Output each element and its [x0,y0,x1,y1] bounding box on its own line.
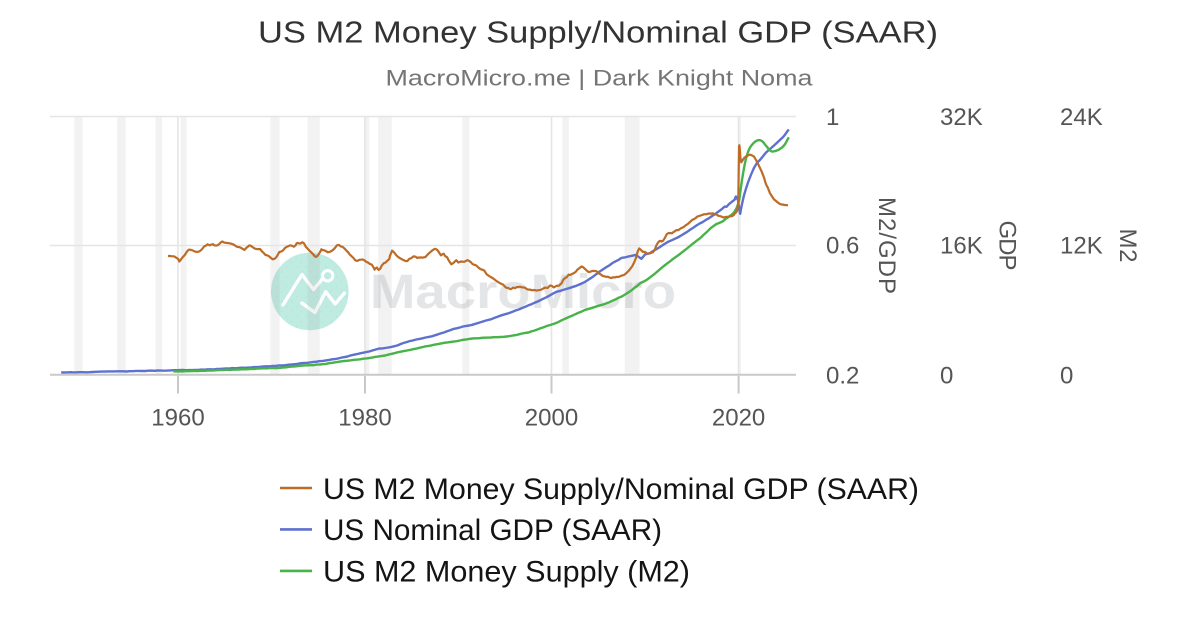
svg-text:0: 0 [940,363,953,390]
svg-text:GDP: GDP [994,221,1021,271]
svg-text:M2: M2 [1114,229,1141,263]
svg-text:16K: 16K [940,233,983,260]
svg-text:1: 1 [826,104,839,131]
svg-text:M2/GDP: M2/GDP [873,197,900,294]
svg-text:0.6: 0.6 [826,233,859,260]
svg-text:1980: 1980 [338,405,391,432]
svg-text:12K: 12K [1060,233,1103,260]
svg-text:32K: 32K [940,104,983,131]
svg-text:24K: 24K [1060,104,1103,131]
svg-text:MacroMicro.me | Dark Knight No: MacroMicro.me | Dark Knight Noma [386,66,814,91]
svg-text:US M2 Money Supply (M2): US M2 Money Supply (M2) [323,556,690,589]
svg-text:0: 0 [1060,363,1073,390]
svg-text:US M2 Money Supply/Nominal GDP: US M2 Money Supply/Nominal GDP (SAAR) [323,473,919,506]
svg-text:US Nominal GDP (SAAR): US Nominal GDP (SAAR) [323,514,662,547]
svg-text:1960: 1960 [151,405,204,432]
svg-text:2000: 2000 [525,405,578,432]
svg-text:2020: 2020 [712,405,765,432]
svg-text:US M2 Money Supply/Nominal GDP: US M2 Money Supply/Nominal GDP (SAAR) [258,15,938,50]
svg-text:0.2: 0.2 [826,363,859,390]
